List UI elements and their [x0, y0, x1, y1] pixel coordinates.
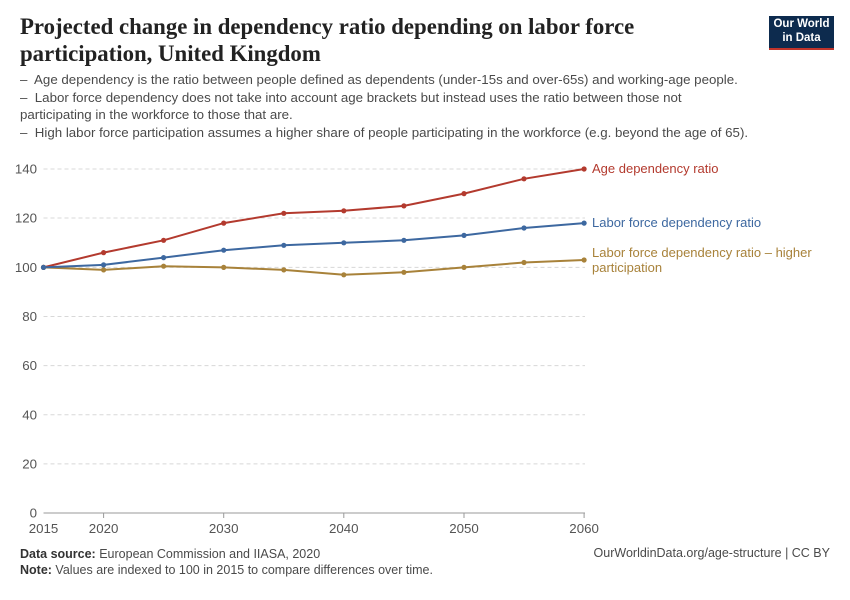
svg-text:Age dependency ratio: Age dependency ratio	[592, 161, 718, 176]
svg-text:80: 80	[22, 309, 37, 324]
svg-text:0: 0	[30, 506, 37, 521]
svg-text:2040: 2040	[329, 521, 359, 536]
svg-text:2015: 2015	[29, 521, 59, 536]
svg-text:20: 20	[22, 456, 37, 471]
svg-text:100: 100	[15, 260, 37, 275]
svg-text:40: 40	[22, 407, 37, 422]
svg-text:2020: 2020	[89, 521, 119, 536]
svg-text:2030: 2030	[209, 521, 239, 536]
svg-text:140: 140	[15, 162, 37, 177]
svg-text:60: 60	[22, 358, 37, 373]
svg-text:participation: participation	[592, 260, 662, 275]
svg-text:120: 120	[15, 211, 37, 226]
svg-text:2050: 2050	[449, 521, 479, 536]
svg-text:Labor force dependency ratio –: Labor force dependency ratio – higher	[592, 245, 812, 260]
svg-text:Labor force dependency ratio: Labor force dependency ratio	[592, 215, 761, 230]
svg-text:2060: 2060	[569, 521, 599, 536]
